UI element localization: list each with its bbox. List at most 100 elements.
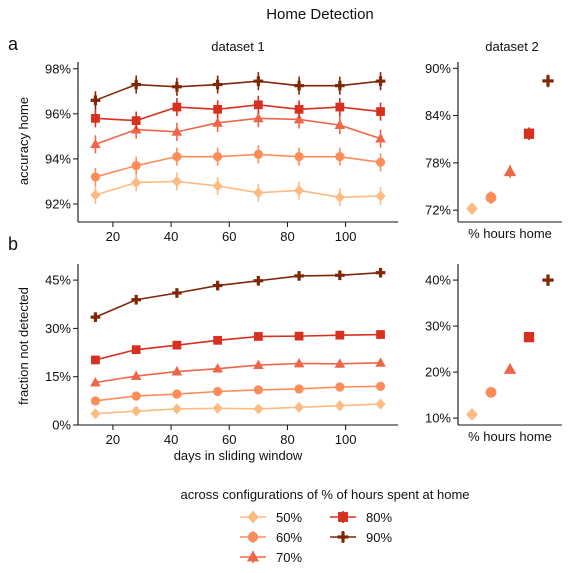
dataset1-accuracy-point	[212, 117, 223, 127]
days-x-label: days in sliding window	[174, 448, 303, 463]
dataset1-fraction-point	[335, 382, 345, 392]
dataset2-accuracy-plot: dataset 2 % hours home 72% 78% 84% 90%	[425, 39, 562, 241]
dataset1-accuracy-line	[95, 117, 381, 146]
panel-label-b: b	[8, 234, 18, 254]
dataset1-accuracy-point	[131, 161, 141, 171]
dataset1-accuracy-point	[294, 152, 304, 162]
dataset1-accuracy-point	[375, 190, 386, 202]
dataset2-accuracy-series-50	[466, 202, 478, 216]
legend-marker	[247, 510, 259, 524]
dataset1-accuracy-series-80	[91, 95, 385, 130]
dataset2-fraction-series-80	[523, 332, 535, 343]
dataset2-accuracy-ytick-label: 84%	[425, 108, 451, 123]
legend: across configurations of % of hours spen…	[180, 487, 469, 565]
dataset2-fraction-ytick-label: 40%	[425, 273, 451, 288]
dataset1-accuracy-ytick-label: 98%	[45, 61, 71, 76]
legend-marker	[247, 531, 259, 543]
dataset1-fraction-point	[253, 385, 263, 395]
dataset1-accuracy-line	[95, 153, 381, 178]
dataset1-accuracy-point	[171, 126, 183, 136]
dataset1-fraction-point	[90, 312, 101, 322]
dataset1-fraction-line	[95, 403, 381, 415]
dataset2-accuracy-series-70	[503, 165, 517, 178]
dataset2-fraction-point	[503, 362, 517, 374]
legend-marker	[337, 531, 349, 543]
dataset2-accuracy-point	[466, 202, 478, 216]
legend-entry-90: 90%	[330, 530, 392, 545]
dataset1-accuracy-line	[95, 104, 381, 122]
dataset1-fraction-point	[334, 400, 345, 412]
dataset1-accuracy-point	[131, 177, 142, 189]
legend-entry-50: 50%	[240, 510, 302, 525]
dataset2-accuracy-series-60	[485, 191, 497, 204]
dataset2-accuracy-point	[523, 128, 535, 139]
dataset1-fraction-point	[294, 271, 304, 281]
dataset2-accuracy-ytick-label: 78%	[425, 155, 451, 170]
dataset1-accuracy-point	[172, 152, 182, 162]
dataset1-fraction-point	[253, 403, 264, 415]
dataset2-fraction-series-50	[466, 407, 478, 421]
dataset1-fraction-line	[95, 333, 381, 361]
dataset1-accuracy-point	[213, 104, 223, 114]
legend-entry-60: 60%	[240, 530, 302, 545]
dataset1-accuracy-point	[172, 102, 182, 112]
dataset1-fraction-point	[376, 330, 385, 339]
dataset1-accuracy-series-70	[90, 109, 386, 154]
dataset1-accuracy-xtick-label: 40	[164, 229, 178, 244]
legend-label: 90%	[366, 530, 392, 545]
dataset1-accuracy-point	[91, 113, 100, 123]
legend-entry-70: 70%	[240, 550, 302, 565]
dataset1-accuracy-point	[294, 184, 305, 196]
dataset1-accuracy-point	[375, 133, 386, 143]
legend-title: across configurations of % of hours spen…	[180, 487, 469, 502]
dataset1-fraction-line	[95, 362, 381, 384]
dataset2-fraction-ytick-label: 30%	[425, 319, 451, 334]
dataset1-fraction-point	[253, 275, 264, 286]
dataset1-accuracy-plot: dataset 1 accuracy home 92% 94% 96% 98% 20 40…	[16, 39, 398, 244]
dataset1-fraction-xtick-label: 80	[280, 432, 294, 447]
dataset1-accuracy-point	[253, 100, 263, 110]
dataset1-accuracy-series-50	[90, 172, 386, 207]
dataset1-fraction-point	[172, 389, 182, 399]
legend-label: 80%	[366, 510, 392, 525]
dataset1-accuracy-point	[131, 116, 141, 125]
dataset1-fraction-point	[213, 386, 223, 397]
dataset2-accuracy-point	[503, 165, 517, 177]
dataset2-accuracy-point	[542, 75, 554, 87]
dataset1-fraction-point	[293, 357, 305, 368]
dataset1-accuracy-point	[375, 76, 386, 86]
dataset1-fraction-xtick-label: 40	[164, 432, 178, 447]
dataset1-fraction-point	[131, 294, 142, 305]
legend-label: 70%	[276, 550, 302, 565]
dataset1-accuracy-point	[335, 152, 345, 162]
dataset2-fraction-point	[485, 386, 497, 398]
dataset1-fraction-point	[253, 359, 264, 370]
dataset1-fraction-xtick-label: 100	[335, 432, 357, 447]
dataset1-accuracy-xtick-label: 60	[222, 229, 236, 244]
fraction-y-label: fraction not detected	[16, 287, 31, 405]
dataset1-fraction-point	[131, 345, 141, 355]
dataset1-accuracy-point	[253, 187, 264, 199]
dataset1-fraction-point	[253, 332, 263, 341]
dataset1-accuracy-point	[90, 172, 101, 182]
dataset1-fraction-ytick-label: 15%	[45, 369, 71, 384]
dataset2-accuracy-ytick-label: 90%	[425, 61, 451, 76]
dataset1-fraction-point	[334, 270, 345, 281]
legend-label: 50%	[276, 510, 302, 525]
dataset1-fraction-point	[91, 355, 100, 365]
dataset1-fraction-point	[131, 405, 142, 417]
dataset1-fraction-point	[172, 340, 182, 350]
dataset2-accuracy-series-90	[542, 74, 554, 88]
dataset1-accuracy-point	[172, 81, 182, 92]
dataset2-accuracy-series-80	[523, 127, 535, 141]
dataset1-accuracy-point	[334, 191, 345, 203]
dataset1-accuracy-point	[253, 112, 264, 123]
dataset2-title: dataset 2	[485, 39, 539, 54]
legend-marker	[247, 550, 259, 562]
dataset1-fraction-point	[90, 376, 101, 387]
dataset1-accuracy-ytick-label: 94%	[45, 151, 71, 166]
dataset1-accuracy-point	[212, 180, 223, 192]
dataset1-fraction-ytick-label: 0%	[52, 418, 71, 433]
legend-entry-80: 80%	[330, 510, 392, 525]
